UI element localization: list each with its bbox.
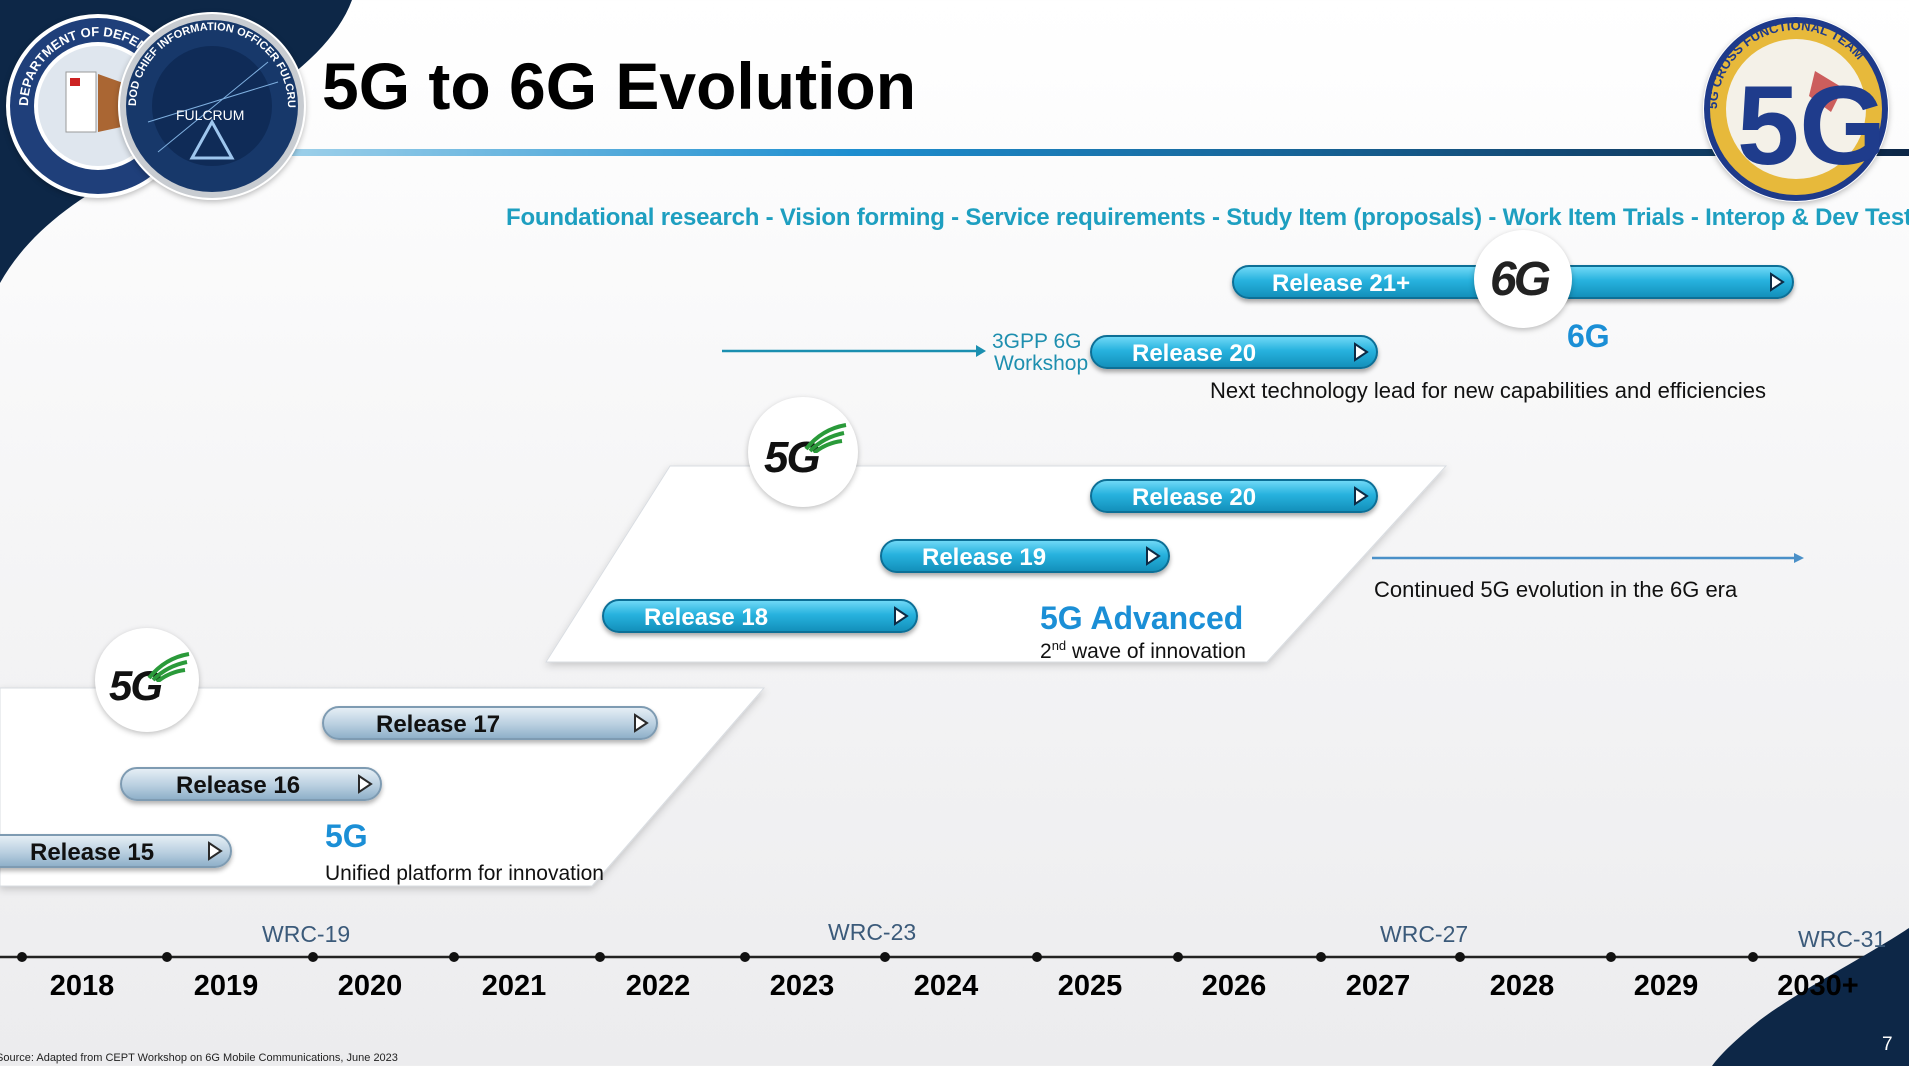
year-label: 2025 [1057, 970, 1123, 1002]
release-17-bar: Release 17 [322, 706, 658, 740]
year-label: 2030+ [1777, 970, 1859, 1002]
release-15-bar: Release 15 [0, 834, 232, 868]
release-18-label: Release 18 [644, 604, 769, 631]
year-label: 2018 [49, 970, 115, 1002]
year-label: 2028 [1489, 970, 1555, 1002]
fiveg-description: Unified platform for innovation [325, 862, 604, 885]
advanced-logo-circle: 5G [748, 397, 858, 507]
release-19-label: Release 19 [922, 544, 1047, 571]
advanced-label: 5G Advanced [1040, 600, 1244, 636]
year-label: 2021 [481, 970, 547, 1002]
signal-waves-icon [147, 652, 190, 682]
play-arrow-icon [634, 713, 649, 733]
release-18-bar: Release 18 [602, 599, 918, 633]
year-label: 2020 [337, 970, 403, 1002]
signal-waves-icon [804, 423, 847, 453]
wrc-23-label: WRC-23 [828, 919, 917, 945]
title-underline [280, 149, 1909, 156]
sixg-label: 6G [1567, 318, 1610, 354]
year-label: 2023 [769, 970, 835, 1002]
workshop-label-line1: 3GPP 6G [992, 330, 1082, 353]
year-label: 2027 [1345, 970, 1411, 1002]
sixg-logo: 6G [1490, 253, 1551, 306]
play-arrow-icon [1146, 546, 1161, 566]
advanced-subtitle-post: wave of innovation [1066, 640, 1246, 663]
play-arrow-icon [1354, 342, 1369, 362]
release-16-bar: Release 16 [120, 767, 382, 801]
release-16-label: Release 16 [176, 772, 301, 799]
sixg-description: Next technology lead for new capabilitie… [1210, 378, 1767, 403]
play-arrow-icon [1770, 272, 1785, 292]
advanced-subtitle-sup: nd [1051, 638, 1067, 653]
year-label: 2024 [913, 970, 979, 1002]
sixg-release-20-label: Release 20 [1132, 340, 1257, 367]
page-number: 7 [1882, 1034, 1893, 1055]
wrc-27-label: WRC-27 [1380, 921, 1469, 947]
cft-seal-big: 5G [1737, 63, 1886, 188]
year-label: 2026 [1201, 970, 1267, 1002]
advanced-release-20-label: Release 20 [1132, 484, 1257, 511]
release-19-bar: Release 19 [880, 539, 1170, 573]
fulcrum-seal-logo: FULCRUM DOD CHIEF INFORMATION OFFICER FU… [113, 3, 306, 200]
release-15-label: Release 15 [30, 839, 155, 866]
release-17-label: Release 17 [376, 711, 501, 738]
page-title: 5G to 6G Evolution [322, 49, 917, 123]
release-21-label: Release 21+ [1272, 270, 1411, 297]
year-label: 2022 [625, 970, 691, 1002]
sixg-release-20-bar: Release 20 [1090, 335, 1378, 369]
continued-evolution-label: Continued 5G evolution in the 6G era [1374, 577, 1738, 602]
play-arrow-icon [1354, 486, 1369, 506]
wrc-31-label: WRC-31 [1798, 926, 1887, 952]
play-arrow-icon [208, 841, 223, 861]
advanced-release-20-bar: Release 20 [1090, 479, 1378, 513]
source-note: Source: Adapted from CEPT Workshop on 6G… [0, 1052, 398, 1064]
cft-seal-logo: 5G CROSS FUNCTIONAL TEAM 5G [1703, 16, 1889, 202]
play-arrow-icon [894, 606, 909, 626]
workshop-label-line2: Workshop [994, 352, 1089, 375]
year-label: 2019 [193, 970, 259, 1002]
advanced-subtitle-pre: 2 [1040, 640, 1052, 663]
fulcrum-label: FULCRUM [176, 107, 244, 123]
sixg-logo-circle: 6G [1474, 230, 1572, 328]
year-label: 2029 [1633, 970, 1699, 1002]
advanced-subtitle: 2nd wave of innovation [1040, 638, 1246, 664]
phases-line: Foundational research - Vision forming -… [506, 204, 1909, 231]
play-arrow-icon [358, 774, 373, 794]
wrc-19-label: WRC-19 [262, 921, 351, 947]
fiveg-logo-circle: 5G [95, 628, 199, 732]
fiveg-label: 5G [325, 818, 368, 854]
